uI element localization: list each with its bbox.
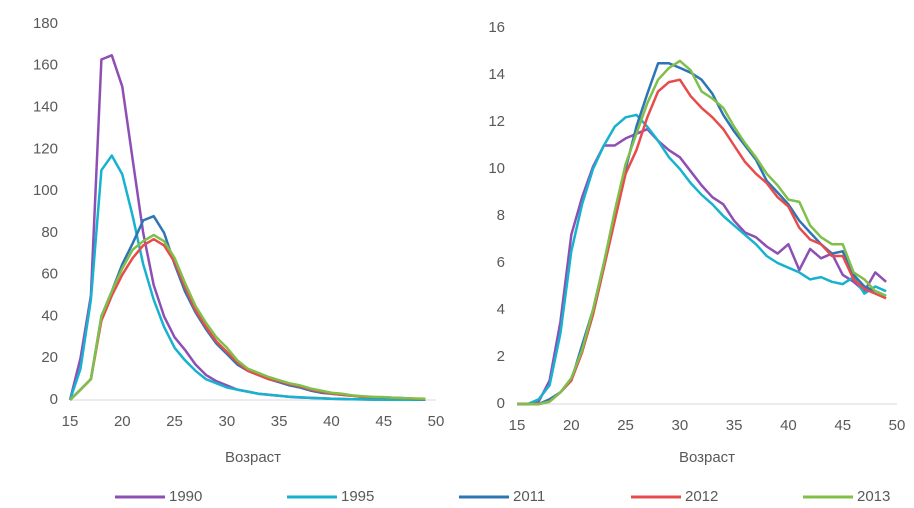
legend-label: 1995	[341, 488, 374, 505]
x-tick-label: 45	[834, 417, 851, 434]
y-tick-label: 120	[33, 140, 58, 157]
x-tick-label: 50	[889, 417, 906, 434]
x-tick-label: 40	[780, 417, 797, 434]
x-tick-label: 30	[672, 417, 689, 434]
legend-label: 2011	[513, 488, 545, 505]
y-tick-label: 6	[497, 254, 505, 271]
y-tick-label: 80	[41, 224, 58, 241]
series-line	[69, 233, 426, 401]
series-line	[69, 214, 426, 401]
legend-label: 2013	[857, 488, 890, 505]
x-axis-label: Возраст	[225, 449, 281, 466]
y-tick-label: 100	[33, 182, 58, 199]
x-tick-label: 35	[271, 413, 288, 430]
y-tick-label: 0	[50, 391, 58, 408]
series-line	[517, 127, 887, 406]
x-axis-label: Возраст	[679, 449, 735, 466]
series-line	[517, 113, 887, 406]
series-line	[68, 154, 426, 402]
legend-label: 1990	[169, 488, 202, 505]
y-tick-label: 140	[33, 99, 58, 116]
y-tick-label: 60	[41, 266, 58, 283]
y-tick-label: 4	[497, 301, 505, 318]
x-tick-label: 20	[563, 417, 580, 434]
y-tick-label: 40	[41, 307, 58, 324]
x-tick-label: 45	[375, 413, 392, 430]
x-tick-label: 30	[219, 413, 236, 430]
y-tick-label: 16	[488, 19, 505, 36]
y-tick-label: 12	[488, 113, 505, 130]
y-tick-label: 160	[33, 57, 58, 74]
y-tick-label: 180	[33, 15, 58, 32]
x-tick-label: 20	[114, 413, 131, 430]
x-tick-label: 25	[617, 417, 634, 434]
x-tick-label: 25	[166, 413, 183, 430]
y-tick-label: 20	[41, 349, 58, 366]
x-tick-label: 35	[726, 417, 743, 434]
y-tick-label: 0	[497, 395, 505, 412]
series-line	[517, 59, 887, 406]
x-tick-label: 15	[62, 413, 79, 430]
y-tick-label: 14	[488, 66, 505, 83]
y-tick-label: 8	[497, 207, 505, 224]
series-line	[68, 54, 426, 402]
y-tick-label: 2	[497, 348, 505, 365]
y-tick-label: 10	[488, 160, 505, 177]
x-tick-label: 15	[509, 417, 526, 434]
x-tick-label: 40	[323, 413, 340, 430]
legend-label: 2012	[685, 488, 718, 505]
x-tick-label: 50	[428, 413, 445, 430]
